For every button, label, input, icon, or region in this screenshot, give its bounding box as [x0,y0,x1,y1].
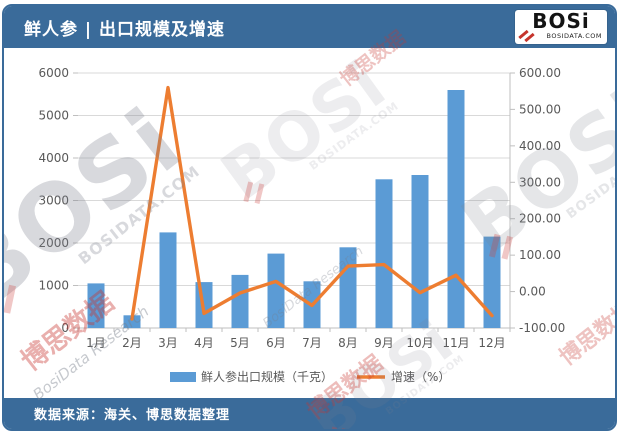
svg-text:600.00: 600.00 [519,66,561,80]
svg-text:3000: 3000 [38,194,69,208]
page-title: 鲜人参 | 出口规模及增速 [24,19,226,40]
svg-text:100.00: 100.00 [519,248,561,262]
svg-text:2月: 2月 [122,336,142,350]
svg-text:6月: 6月 [266,336,286,350]
svg-text:6000: 6000 [38,66,69,80]
svg-text:0: 0 [61,321,69,335]
data-source-label: 数据来源：海关、博思数据整理 [34,408,231,423]
svg-text:300.00: 300.00 [519,175,561,189]
svg-text:增速（%）: 增速（%） [391,370,450,384]
svg-text:2000: 2000 [38,236,69,250]
svg-text:1000: 1000 [38,279,69,293]
svg-text:9月: 9月 [374,336,394,350]
combo-chart: 0 1000 2000 3000 4000 5000 6000 -100.00 0.00 100.… [38,66,565,384]
svg-text:-100.00: -100.00 [519,321,565,335]
svg-text:4000: 4000 [38,151,69,165]
header-bar: 鲜人参 | 出口规模及增速 BOSi BOSIDATA.COM [4,6,615,48]
logo-text: BOSi [532,9,590,33]
logo-subtext: BOSIDATA.COM [546,32,602,40]
svg-text:10月: 10月 [406,336,433,350]
svg-text:11月: 11月 [442,336,469,350]
svg-text:8月: 8月 [338,336,358,350]
svg-text:7月: 7月 [302,336,322,350]
chart-card: 鲜人参 | 出口规模及增速 BOSi BOSIDATA.COM 0 1000 200… [2,4,617,431]
svg-text:200.00: 200.00 [519,212,561,226]
svg-text:4月: 4月 [194,336,214,350]
svg-text:3月: 3月 [158,336,178,350]
footer-bar: 数据来源：海关、博思数据整理 [4,398,615,429]
chart-area: 0 1000 2000 3000 4000 5000 6000 -100.00 0.00 100.… [4,27,615,429]
svg-text:1月: 1月 [86,336,106,350]
svg-text:500.00: 500.00 [519,102,561,116]
svg-text:5月: 5月 [230,336,250,350]
svg-text:0.00: 0.00 [519,285,546,299]
bosi-logo: BOSi BOSIDATA.COM [515,10,607,44]
svg-text:5000: 5000 [38,109,69,123]
svg-text:400.00: 400.00 [519,139,561,153]
svg-text:鲜人参出口规模（千克）: 鲜人参出口规模（千克） [201,369,333,384]
svg-text:12月: 12月 [478,336,505,350]
